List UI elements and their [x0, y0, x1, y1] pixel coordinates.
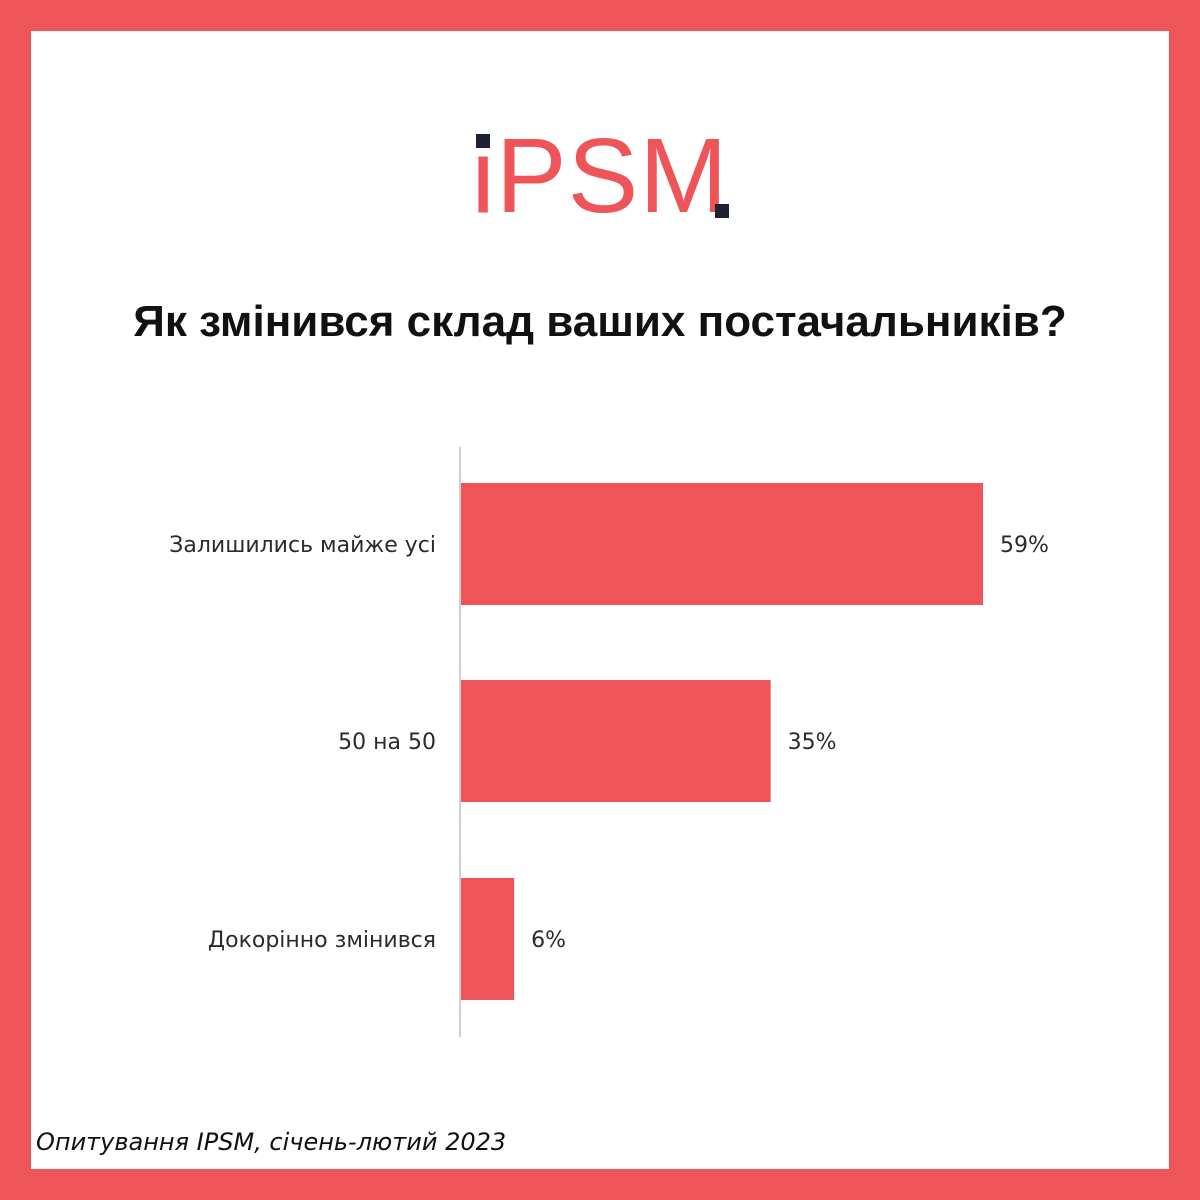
category-label-2: Докорінно змінився [208, 928, 436, 953]
value-label-0: 59% [1000, 533, 1049, 558]
category-label-1: 50 на 50 [338, 730, 436, 755]
bar-0 [461, 483, 983, 605]
ipsm-logo: iPSM [0, 117, 1200, 235]
value-label-2: 6% [531, 928, 566, 953]
logo-text: iPSM [471, 117, 729, 235]
value-label-1: 35% [788, 730, 837, 755]
bar-1 [461, 680, 771, 802]
logo-m-dot [714, 204, 729, 218]
chart-title: Як змінився склад ваших постачальників? [133, 297, 1067, 346]
source-note: Опитування IPSM, січень-лютий 2023 [36, 1128, 507, 1156]
bar-2 [461, 878, 515, 1000]
logo-i-dot [476, 134, 491, 148]
category-label-0: Залишились майже усі [169, 533, 436, 558]
